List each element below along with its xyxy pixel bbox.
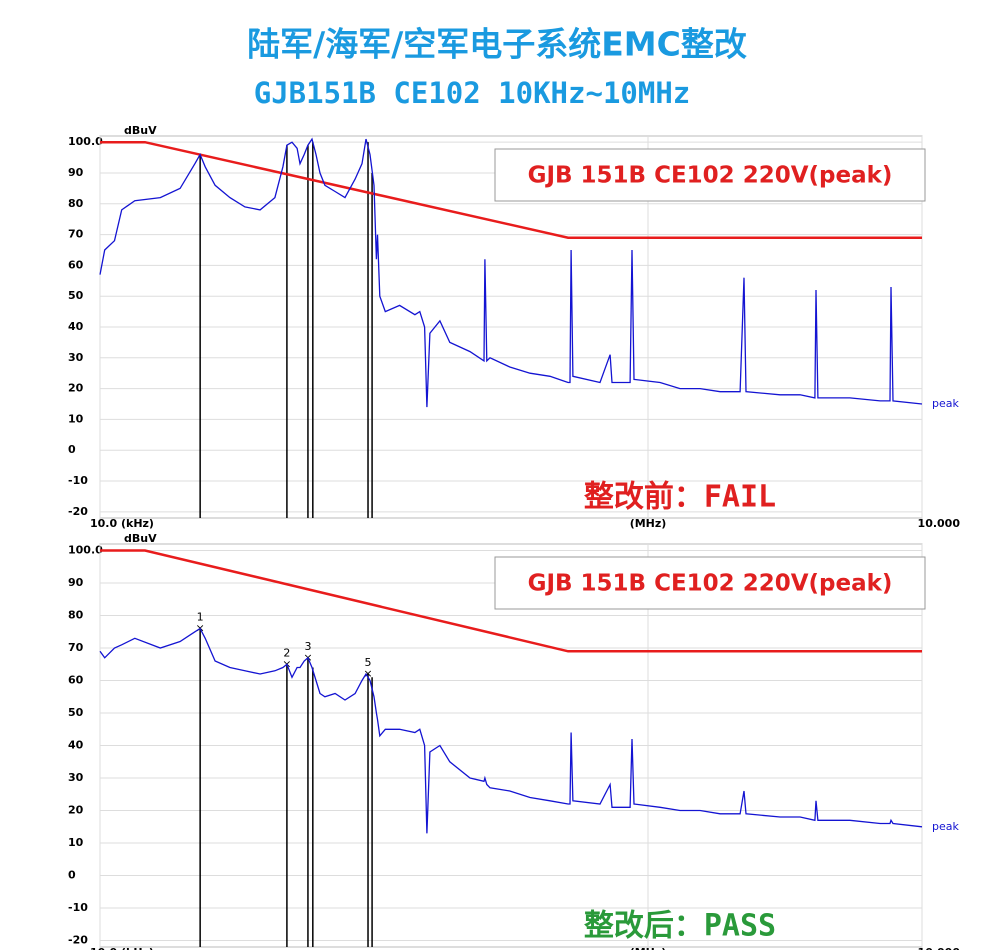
- y-tick-label: -10: [68, 901, 88, 914]
- trace-line: [99, 627, 923, 834]
- marker-label: 1: [197, 611, 204, 624]
- y-tick-label: 90: [68, 576, 84, 589]
- marker-label: 5: [365, 656, 372, 669]
- y-tick-label: 70: [68, 228, 84, 241]
- subtitle: GJB151B CE102 10KHz~10MHz: [254, 76, 691, 110]
- limit-line: [100, 140, 922, 239]
- y-tick-label: 10: [68, 836, 84, 849]
- y-tick-label: 0: [68, 443, 76, 456]
- x-tick-label: 10.0 (kHz): [90, 946, 154, 950]
- x-tick-label: (MHz): [630, 946, 667, 950]
- y-tick-label: 80: [68, 197, 84, 210]
- series-label: peak: [932, 397, 959, 410]
- y-tick-label: 100.0: [68, 544, 103, 557]
- verdict: 整改前：FAIL: [584, 480, 776, 515]
- y-tick-label: 10: [68, 412, 84, 425]
- x-tick-label: (MHz): [630, 517, 667, 530]
- y-axis-label: dBuV: [124, 532, 157, 545]
- label-box: [494, 148, 926, 202]
- y-tick-label: 100.0: [68, 135, 103, 148]
- trace-line: [99, 137, 923, 408]
- series-label: peak: [932, 820, 959, 833]
- y-tick-label: 50: [68, 289, 84, 302]
- y-tick-label: 20: [68, 382, 84, 395]
- y-tick-label: 30: [68, 771, 84, 784]
- verdict: 整改后：PASS: [584, 909, 776, 944]
- limit-line: [100, 549, 922, 653]
- title: 陆军/海军/空军电子系统EMC整改: [247, 25, 747, 64]
- y-tick-label: 60: [68, 674, 84, 687]
- y-tick-label: -10: [68, 474, 88, 487]
- y-tick-label: 80: [68, 609, 84, 622]
- y-tick-label: 70: [68, 641, 84, 654]
- x-tick-label: 10.000: [918, 946, 961, 950]
- y-tick-label: -20: [68, 505, 88, 518]
- box-label: GJB 151B CE102 220V(peak): [528, 571, 893, 597]
- y-tick-label: -20: [68, 934, 88, 947]
- y-tick-label: 30: [68, 351, 84, 364]
- y-tick-label: 40: [68, 739, 84, 752]
- y-tick-label: 20: [68, 804, 84, 817]
- y-tick-label: 60: [68, 258, 84, 271]
- y-tick-label: 40: [68, 320, 84, 333]
- y-tick-label: 90: [68, 166, 84, 179]
- marker-label: 3: [304, 640, 311, 653]
- y-tick-label: 50: [68, 706, 84, 719]
- y-axis-label: dBuV: [124, 124, 157, 137]
- x-tick-label: 10.000: [918, 517, 961, 530]
- x-tick-label: 10.0 (kHz): [90, 517, 154, 530]
- marker-label: 2: [283, 646, 290, 659]
- box-label: GJB 151B CE102 220V(peak): [528, 163, 893, 189]
- label-box: [494, 556, 926, 610]
- y-tick-label: 0: [68, 869, 76, 882]
- marker-symbol: ×: [363, 667, 372, 680]
